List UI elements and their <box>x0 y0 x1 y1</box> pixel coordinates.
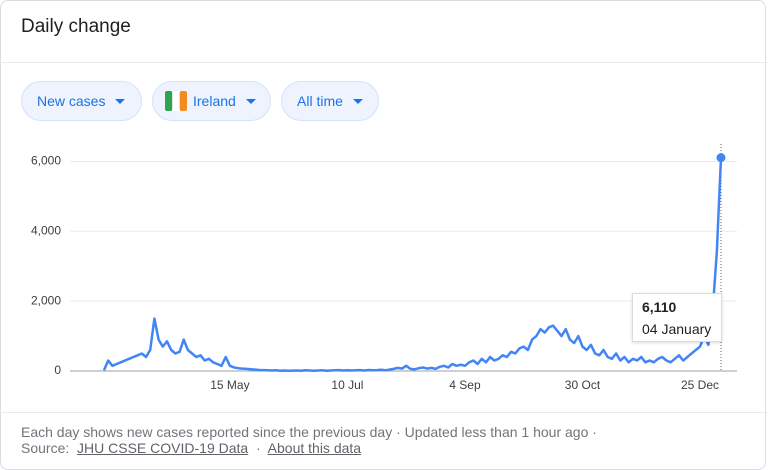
x-tick-label: 25 Dec <box>681 378 719 392</box>
separator: · <box>396 424 401 440</box>
about-link[interactable]: About this data <box>267 440 362 456</box>
dropdown-arrow <box>245 98 256 104</box>
separator: · <box>255 440 261 456</box>
divider <box>0 62 768 63</box>
tooltip-date: 04 January <box>642 321 712 337</box>
point <box>716 153 726 163</box>
y-tick-label: 2,000 <box>31 293 61 307</box>
dropdown-arrow <box>115 98 126 104</box>
source-label: Source: <box>21 440 70 456</box>
separator: · <box>592 424 597 440</box>
title: Daily change <box>21 16 131 37</box>
y-tick-label: 0 <box>54 363 61 377</box>
footer-note: Each day shows new cases reported since … <box>21 424 597 440</box>
source-link[interactable]: JHU CSSE COVID-19 Data <box>77 440 249 456</box>
metric-chip[interactable]: New cases <box>21 81 142 121</box>
chip-label: New cases <box>37 93 106 109</box>
country-chip[interactable]: Ireland <box>152 81 271 121</box>
divider <box>0 412 768 413</box>
line <box>102 157 723 372</box>
tooltip: 6,110 04 January <box>632 293 722 342</box>
updated: Updated less than 1 hour ago <box>404 424 589 440</box>
x-tick-label: 4 Sep <box>449 378 481 392</box>
y-tick-label: 4,000 <box>31 223 61 237</box>
x-tick-label: 10 Jul <box>331 378 363 392</box>
dropdown-arrow <box>352 98 363 104</box>
flag-icon <box>165 91 187 111</box>
x-tick-label: 30 Oct <box>565 378 601 392</box>
chart: 0 2,000 4,000 6,000 15 May 10 Jul 4 Sep 30 Oct 2… <box>31 144 737 392</box>
footer-source: Source: JHU CSSE COVID-19 Data · About t… <box>21 440 361 456</box>
chip-label: Ireland <box>193 93 236 109</box>
range-chip[interactable]: All time <box>281 81 379 121</box>
chip-label: All time <box>297 93 343 109</box>
y-tick-label: 6,000 <box>31 154 61 168</box>
x-tick-label: 15 May <box>210 378 249 392</box>
note: Each day shows new cases reported since … <box>21 424 393 440</box>
tooltip-value: 6,110 <box>642 299 677 315</box>
